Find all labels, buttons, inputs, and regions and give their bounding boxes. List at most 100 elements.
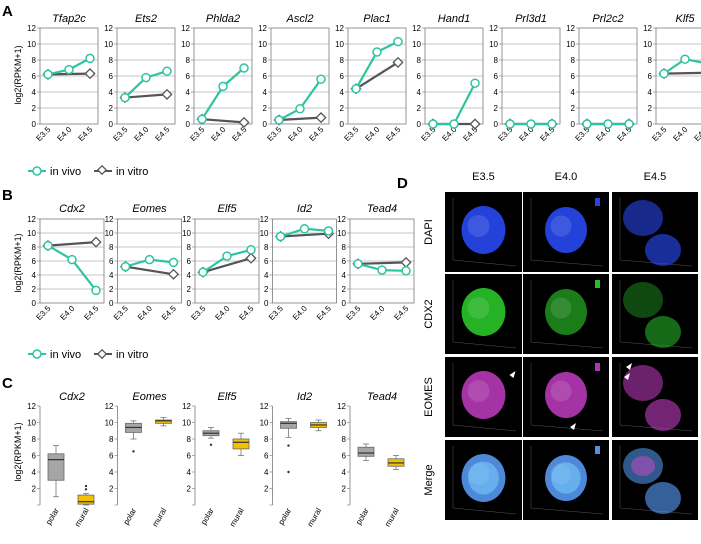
panel-a-klf5-x-tick-label: E3.5 <box>650 125 668 143</box>
panel-c-tead4-subplot: Tead4 2 4 6 8 10 12 polar mural <box>337 391 405 528</box>
micro-scale-marker <box>595 446 600 454</box>
panel-a-ets2-subplot: Ets2 0 2 4 6 8 10 12 E3.5 E4.0 E4.5 <box>104 13 176 143</box>
panel-b-eomes-in-vitro-point <box>167 268 180 280</box>
panel-c-eomes-mural-box <box>155 419 172 424</box>
micro-row-label-merge: Merge <box>423 464 435 495</box>
micro-highlight <box>467 215 490 237</box>
micro-image-dapi-e4-5 <box>612 192 698 272</box>
panel-c-eomes-subplot: Eomes 2 4 6 8 10 12 polar mural <box>105 391 172 528</box>
panel-a-prl2c2-in-vivo-point <box>582 119 592 129</box>
legend-b: in vivo in vitro <box>28 348 148 361</box>
panel-b-tead4-in-vitro-line <box>357 261 407 265</box>
panel-c-id2-y-tick-label: 8 <box>264 435 269 444</box>
panel-b-id2-x-tick-label: E3.5 <box>267 304 285 322</box>
panel-a-phlda2-in-vivo-point <box>197 114 207 124</box>
panel-c-id2-y-tick-label: 2 <box>264 485 269 494</box>
panel-b-tead4-y-tick-label: 0 <box>342 299 347 308</box>
panel-b-tead4-y-tick-label: 6 <box>342 257 347 266</box>
panel-c-cdx2-title: Cdx2 <box>59 391 85 403</box>
panel-a-hand1-y-tick-label: 6 <box>417 72 422 81</box>
panel-a-klf5-y-tick-label: 8 <box>648 56 653 65</box>
panel-a-plac1-in-vivo-point <box>372 47 382 57</box>
panel-letter-a: A <box>2 3 13 20</box>
panel-c-eomes-y-tick-label: 12 <box>105 402 114 411</box>
panel-c-cdx2-polar-category-label: polar <box>44 506 61 526</box>
panel-a-tfap2c-x-tick-label: E4.5 <box>76 125 94 143</box>
panel-c-cdx2-y-tick-label: 6 <box>32 452 37 461</box>
micro-cell-cluster <box>623 365 663 401</box>
panel-a-prl3d1-y-tick-label: 12 <box>489 24 498 33</box>
panel-a-ets2-y-tick-label: 2 <box>109 104 114 113</box>
panel-c-id2-y-tick-label: 12 <box>260 402 269 411</box>
panel-a-plac1-title: Plac1 <box>363 13 391 25</box>
micro-scale-marker <box>595 198 600 206</box>
panel-b-elf5-y-tick-label: 4 <box>187 271 192 280</box>
panel-a-klf5-y-tick-label: 4 <box>648 88 653 97</box>
panel-b-elf5-y-tick-label: 2 <box>187 285 192 294</box>
panel-b-elf5-x-tick-label: E3.5 <box>189 304 207 322</box>
panel-a-ascl2-y-tick-label: 4 <box>263 88 268 97</box>
panel-b-elf5-subplot: Elf5 0 2 4 6 8 10 12 E3.5 E4.0 E4.5 <box>182 203 260 322</box>
panel-a-ascl2-subplot: Ascl2 0 2 4 6 8 10 12 E3.5 E4.0 E4.5 <box>258 13 330 143</box>
panel-a-tfap2c-y-tick-label: 8 <box>32 56 37 65</box>
panel-a-tfap2c-y-tick-label: 12 <box>27 24 36 33</box>
micro-axis-line <box>530 507 604 515</box>
panel-b-id2-y-tick-label: 0 <box>264 299 269 308</box>
panel-b-elf5-x-tick-label: E4.0 <box>213 304 231 322</box>
panel-a-plac1-x-tick-label: E4.0 <box>363 125 381 143</box>
panel-c-eomes-y-tick-label: 2 <box>109 485 114 494</box>
micro-cell-cluster <box>545 372 587 418</box>
micro-arrowhead-icon <box>626 363 632 370</box>
panel-a-phlda2-in-vitro-point <box>238 116 250 128</box>
panel-a-phlda2-y-tick-label: 2 <box>186 104 191 113</box>
micro-axis-line <box>530 424 604 432</box>
panel-b-tead4-x-tick-label: E4.0 <box>368 304 386 322</box>
micro-row-label-cdx2: CDX2 <box>423 299 435 328</box>
panel-c-eomes-y-tick-label: 4 <box>109 468 114 477</box>
micro-cell-cluster <box>645 399 681 431</box>
panel-a-tfap2c-in-vivo-point <box>64 64 74 75</box>
panel-c-cdx2-y-tick-label: 2 <box>32 485 37 494</box>
panel-c-eomes-mural-category-label: mural <box>150 506 168 528</box>
micro-cell-cluster <box>461 371 506 419</box>
micro-cell-cluster <box>645 316 681 348</box>
panel-c-id2-subplot: Id2 2 4 6 8 10 12 polar mural <box>260 391 327 528</box>
panel-a-phlda2-in-vitro-line <box>201 118 245 124</box>
panel-b-cdx2-in-vivo-point <box>43 240 53 251</box>
legend-b-in-vivo-marker <box>32 349 42 359</box>
panel-b-cdx2-in-vivo-point <box>91 285 101 296</box>
panel-a-klf5-y-tick-label: 12 <box>643 24 652 33</box>
panel-b-id2-x-tick-label: E4.0 <box>291 304 309 322</box>
panel-a-ets2-y-tick-label: 4 <box>109 88 114 97</box>
panel-b-tead4-x-tick-label: E3.5 <box>344 304 362 322</box>
panel-b-eomes-subplot: Eomes 0 2 4 6 8 10 12 E3.5 E4.0 E4.5 <box>105 203 182 322</box>
panel-a-phlda2-y-tick-label: 10 <box>181 40 190 49</box>
micro-image-merge-e4-5 <box>612 440 698 520</box>
panel-b-cdx2-y-tick-label: 10 <box>27 229 36 238</box>
micro-highlight <box>467 380 490 402</box>
panel-c-elf5-y-tick-label: 10 <box>182 419 191 428</box>
panel-b-id2-in-vivo-point <box>299 224 310 234</box>
panel-a-ascl2-y-tick-label: 10 <box>258 40 267 49</box>
panel-a-plac1-y-tick-label: 12 <box>335 24 344 33</box>
panel-a-klf5-x-tick-label: E4.0 <box>671 125 689 143</box>
panel-a-phlda2-y-tick-label: 4 <box>186 88 191 97</box>
micro-cell-cluster <box>545 207 587 253</box>
panel-b-id2-title: Id2 <box>297 203 312 215</box>
panel-a-plac1-y-tick-label: 0 <box>340 120 345 129</box>
panel-a-prl3d1-y-tick-label: 8 <box>494 56 499 65</box>
micro-column-header-e4-5: E4.5 <box>644 171 667 183</box>
panel-c-cdx2-mural-outlier <box>84 488 88 491</box>
panel-a-plac1-y-tick-label: 4 <box>340 88 345 97</box>
panel-a-prl2c2-y-tick-label: 6 <box>571 72 576 81</box>
panel-c-eomes-y-tick-label: 8 <box>109 435 114 444</box>
panel-b-elf5-in-vivo-point <box>198 267 208 277</box>
micro-scale-marker <box>595 280 600 288</box>
panel-c-elf5-y-tick-label: 2 <box>187 485 192 494</box>
micro-image-cdx2-e3-5 <box>445 274 522 354</box>
panel-b-id2-subplot: Id2 0 2 4 6 8 10 12 E3.5 E4.0 E4.5 <box>260 203 337 322</box>
panel-a-phlda2-in-vivo-point <box>239 63 249 73</box>
panel-b-cdx2-subplot: Cdx2 0 2 4 6 8 10 12 E3.5 E4.0 E4.5 <box>27 203 105 322</box>
